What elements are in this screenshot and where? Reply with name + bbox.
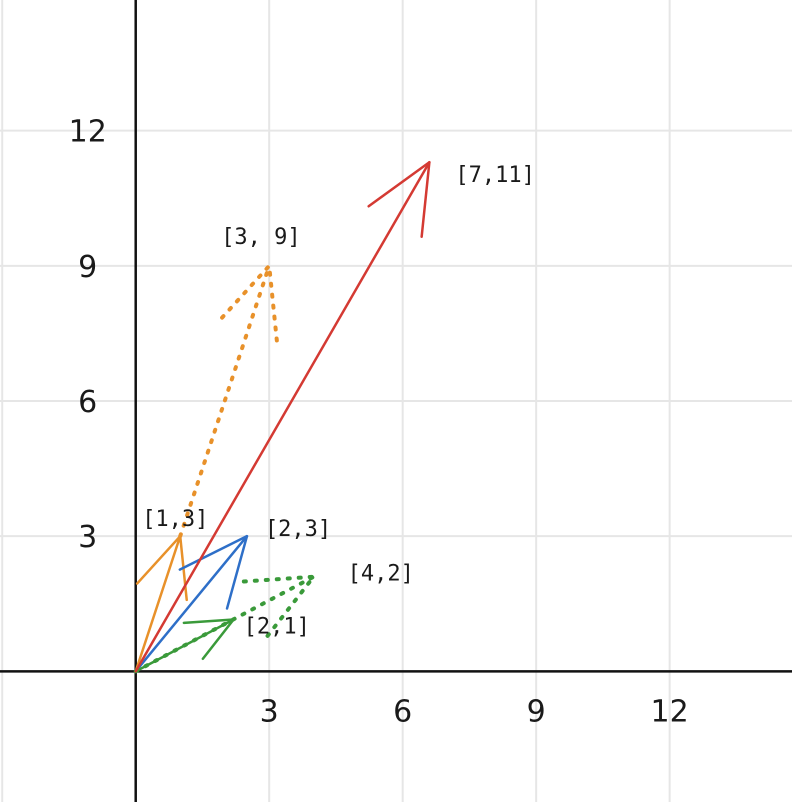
y-tick-label: 3	[78, 520, 97, 555]
vectors	[133, 160, 431, 674]
y-tick-label: 9	[78, 250, 97, 285]
vector-shaft-v711	[134, 160, 431, 673]
vector-arrowhead-v39	[216, 263, 279, 343]
x-tick-label: 9	[527, 694, 546, 729]
vector-label-v39: [3, 9]	[221, 225, 300, 250]
vector-shaft-v39	[178, 263, 272, 539]
x-tick-label: 12	[651, 694, 689, 729]
vector-arrowhead-v711	[367, 160, 431, 239]
vector-v13	[134, 534, 188, 673]
tick-labels: 3 6 9 12 3 6 9 12	[69, 115, 689, 730]
vector-v42	[133, 574, 316, 674]
vector-label-v13: [1,3]	[142, 507, 208, 532]
vector-label-v42: [4,2]	[348, 562, 414, 587]
vector-label-v711: [7,11]	[455, 163, 534, 188]
vector-shaft-v23	[134, 534, 249, 673]
x-tick-label: 6	[393, 694, 412, 729]
y-tick-label: 6	[78, 385, 97, 420]
vector-shaft-v42	[133, 574, 316, 674]
vector-v39	[178, 263, 279, 539]
x-tick-label: 3	[260, 694, 279, 729]
vector-shaft-v13	[134, 534, 182, 673]
vector-v711	[134, 160, 431, 673]
vector-v23	[134, 534, 249, 673]
vector-label-v23: [2,3]	[265, 517, 331, 542]
vector-arrowhead-v42	[236, 574, 316, 638]
vector-label-v21: [2,1]	[244, 615, 310, 640]
y-tick-label: 12	[69, 115, 107, 150]
vector-labels: [1,3] [3, 9] [2,3] [2,1] [4,2] [7,11]	[142, 163, 535, 639]
